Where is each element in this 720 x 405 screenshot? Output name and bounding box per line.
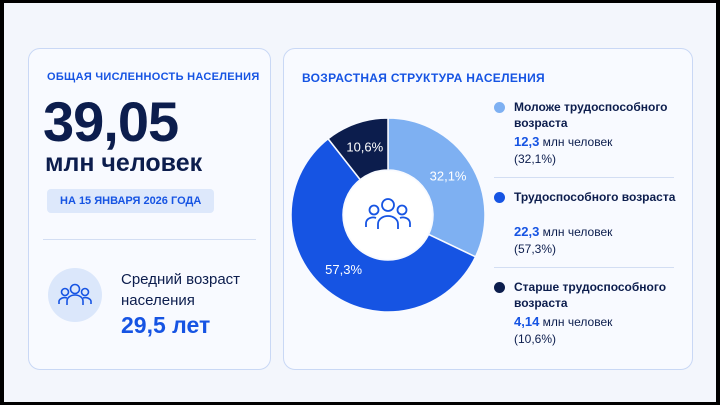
legend-divider <box>494 177 674 178</box>
total-unit: млн человек <box>45 149 203 177</box>
legend-amount-value: 22,3 <box>514 224 540 239</box>
legend-share: (32,1%) <box>514 152 557 166</box>
segment-label: 57,3% <box>325 262 362 277</box>
legend-amount-unit: млн человек <box>542 315 613 329</box>
legend-amount: 4,14 млн человек <box>514 313 612 331</box>
donut-segment <box>327 117 389 181</box>
age-value: 29,5 лет <box>121 312 211 338</box>
legend-name: Трудоспособного возраста <box>514 190 676 204</box>
legend-name: Моложе трудоспособного возраста <box>514 100 668 130</box>
segment-label: 32,1% <box>430 169 467 184</box>
legend-amount-unit: млн человек <box>542 225 613 239</box>
legend-share: (10,6%) <box>514 332 557 346</box>
summary-card: ОБЩАЯ ЧИСЛЕННОСТЬ НАСЕЛЕНИЯ 39,05 млн че… <box>28 48 271 370</box>
legend-amount: 12,3 млн человек <box>514 133 612 151</box>
legend-dot <box>494 102 505 113</box>
legend-name: Старше трудоспособного возраста <box>514 280 667 310</box>
structure-card: ВОЗРАСТНАЯ СТРУКТУРА НАСЕЛЕНИЯ 32,1% 57,3… <box>283 48 693 370</box>
age-icon <box>48 268 102 322</box>
legend-dot <box>494 282 505 293</box>
total: 39,05 <box>43 90 179 153</box>
legend-amount: 22,3 млн человек <box>514 223 612 241</box>
legend-amount-value: 12,3 <box>514 134 540 149</box>
legend-amount-unit: млн человек <box>542 135 613 149</box>
people-icon <box>365 198 411 229</box>
donut-segment <box>290 137 477 313</box>
legend-amount-value: 4,14 <box>514 314 540 329</box>
divider <box>43 239 256 240</box>
donut-chart: 32,1% 57,3% 10,6% <box>290 117 486 313</box>
age-label: Средний возраст населения <box>121 271 241 309</box>
date-pill: НА 15 ЯНВАРЯ 2026 ГОДА <box>47 189 215 213</box>
summary-title: ОБЩАЯ ЧИСЛЕННОСТЬ НАСЕЛЕНИЯ <box>47 71 260 83</box>
chart-title: ВОЗРАСТНАЯ СТРУКТУРА НАСЕЛЕНИЯ <box>302 71 545 85</box>
segment-label: 10,6% <box>346 139 383 154</box>
legend-dot <box>494 192 505 203</box>
frame: ОБЩАЯ ЧИСЛЕННОСТЬ НАСЕЛЕНИЯ 39,05 млн че… <box>4 3 716 402</box>
legend: Моложе трудоспособного возраста 12,3 млн … <box>494 49 684 369</box>
donut-hole <box>344 171 432 259</box>
donut-segment <box>387 117 486 258</box>
legend-share: (57,3%) <box>514 242 557 256</box>
legend-divider <box>494 267 674 268</box>
